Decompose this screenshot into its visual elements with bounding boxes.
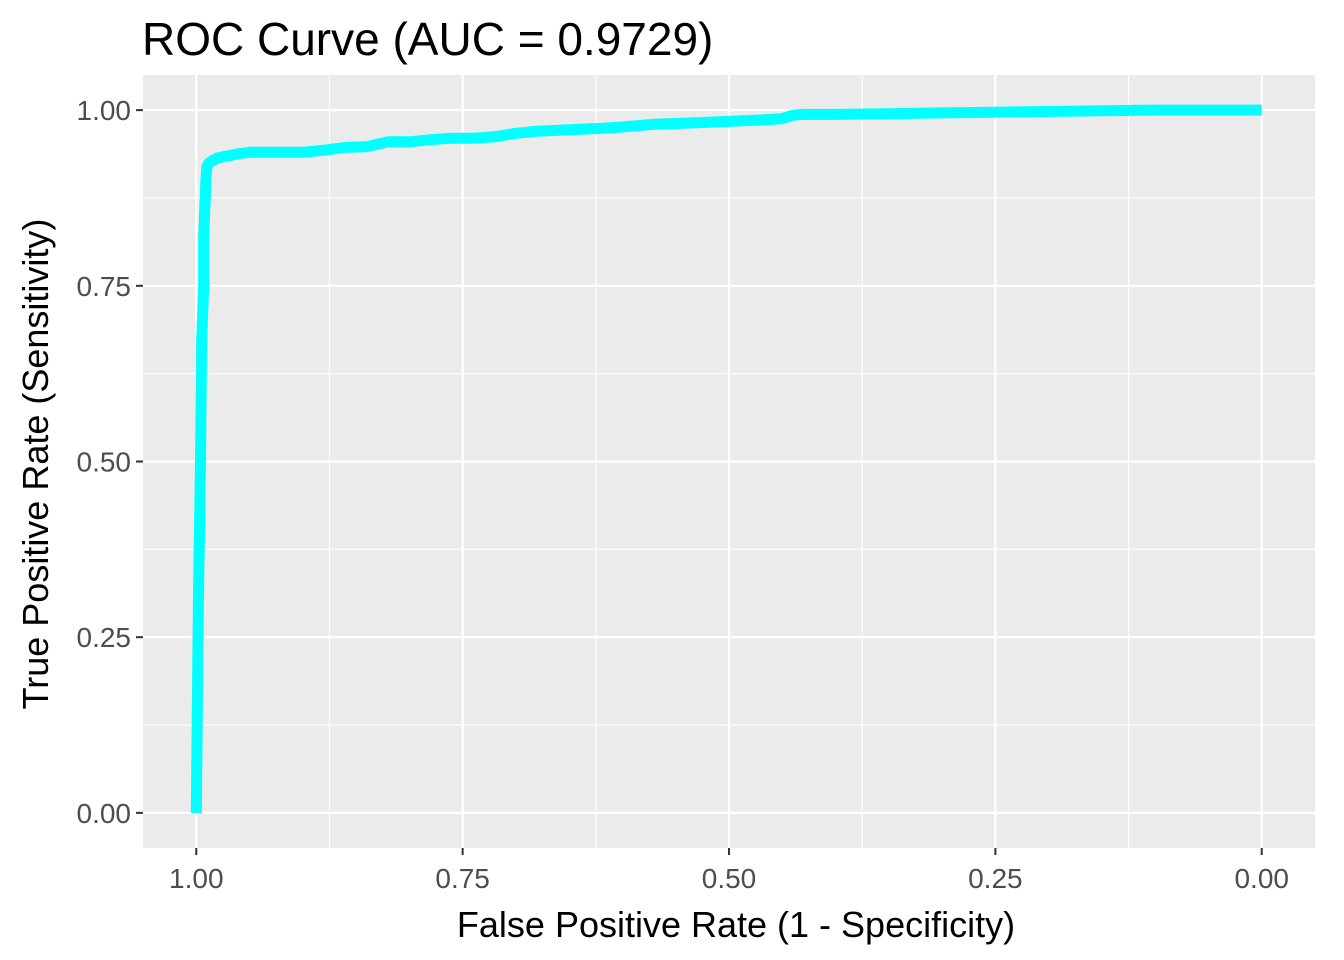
x-tick-label: 0.50 — [702, 863, 757, 894]
x-tick-label: 1.00 — [169, 863, 224, 894]
x-axis: 1.00 0.75 0.50 0.25 0.00 — [169, 848, 1289, 894]
y-axis-title: True Positive Rate (Sensitivity) — [15, 219, 56, 710]
x-tick-label: 0.75 — [435, 863, 490, 894]
x-axis-title: False Positive Rate (1 - Specificity) — [457, 904, 1015, 945]
y-tick-label: 1.00 — [77, 95, 132, 126]
y-tick-label: 0.25 — [77, 622, 132, 653]
y-tick-label: 0.75 — [77, 271, 132, 302]
chart-title: ROC Curve (AUC = 0.9729) — [142, 13, 713, 65]
x-tick-label: 0.25 — [968, 863, 1023, 894]
y-tick-label: 0.00 — [77, 798, 132, 829]
y-tick-label: 0.50 — [77, 447, 132, 478]
roc-curve-line — [190, 104, 1262, 813]
grid-major — [143, 75, 1315, 848]
roc-series — [190, 104, 1262, 813]
y-axis: 0.00 0.25 0.50 0.75 1.00 — [77, 95, 143, 829]
x-tick-label: 0.00 — [1234, 863, 1289, 894]
